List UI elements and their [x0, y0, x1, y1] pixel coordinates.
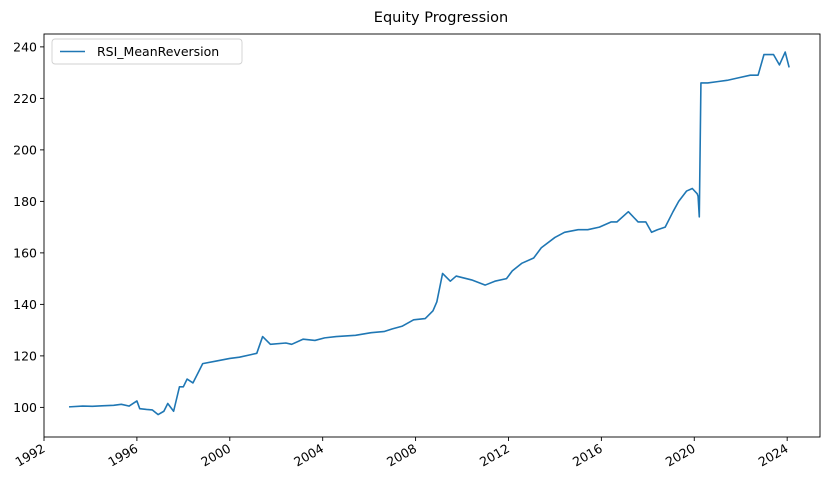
legend-label: RSI_MeanReversion — [97, 44, 219, 59]
x-tick-label: 1996 — [105, 441, 140, 470]
y-tick-label: 160 — [13, 245, 37, 260]
x-tick-label: 2016 — [570, 441, 605, 470]
plot-area — [43, 33, 821, 438]
x-tick-label: 2000 — [198, 441, 233, 470]
y-axis: 100 120 140 160 180 200 220 240 — [13, 39, 44, 415]
x-axis: 1992 1996 2000 2004 2008 2012 2016 2020 2024 — [12, 437, 791, 470]
x-tick-label: 2004 — [291, 441, 326, 470]
legend-box — [51, 38, 243, 65]
y-tick-label: 140 — [13, 297, 37, 312]
y-tick-label: 180 — [13, 194, 37, 209]
plot-frame — [43, 33, 821, 438]
x-tick-label: 2008 — [384, 441, 419, 470]
y-tick-label: 220 — [13, 91, 37, 106]
y-tick-label: 200 — [13, 142, 37, 157]
legend: RSI_MeanReversion — [51, 38, 243, 65]
y-tick-label: 100 — [13, 400, 37, 415]
x-tick-label: 2020 — [663, 441, 698, 470]
series-layer — [68, 51, 790, 416]
y-tick-label: 240 — [13, 39, 37, 54]
x-tick-label: 1992 — [12, 441, 47, 470]
x-tick-label: 2024 — [756, 441, 791, 470]
y-tick-label: 120 — [13, 348, 37, 363]
chart-title: Equity Progression — [374, 10, 508, 26]
series-line-0 — [68, 51, 790, 416]
x-tick-label: 2012 — [477, 441, 512, 470]
